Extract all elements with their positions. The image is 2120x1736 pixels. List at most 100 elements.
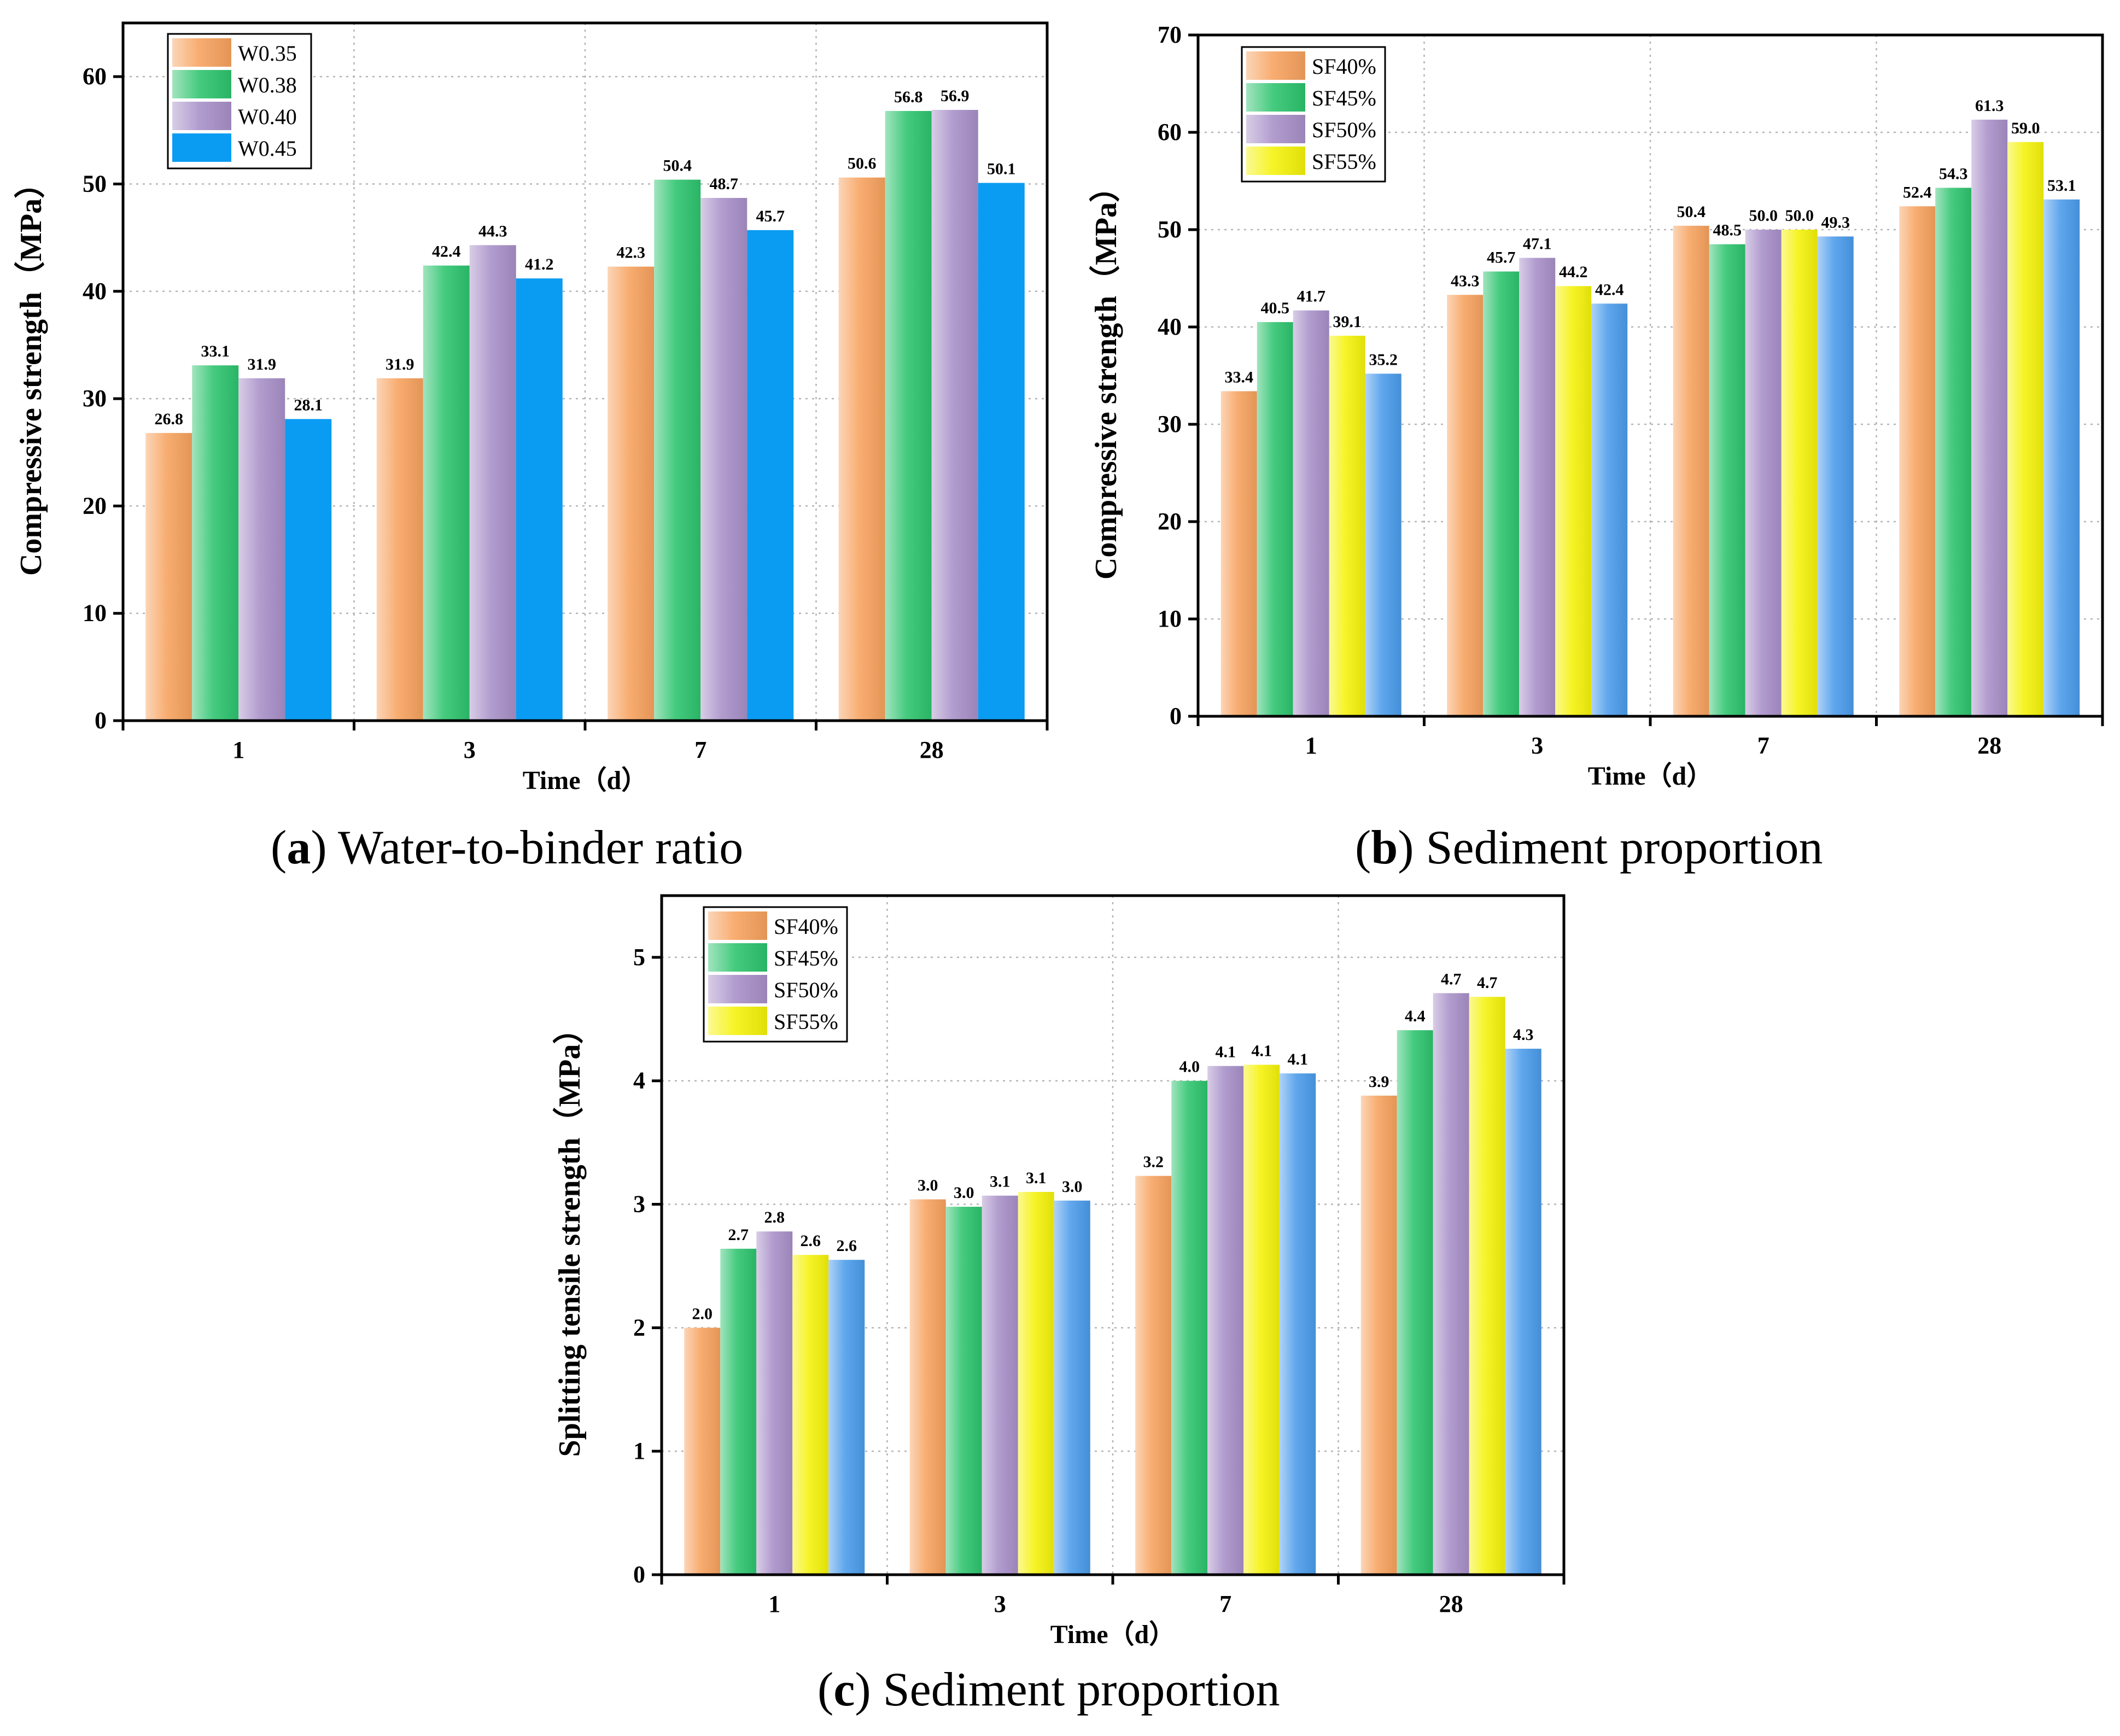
bars: 2.0 3.0 3.2 3.9 2.7 3.0 4.0 4.4 2.8 3.1 4.1 4.7 2.6 3…	[684, 970, 1541, 1575]
legend-label: SF45%	[1312, 86, 1376, 110]
bar-chart-b: 33.4 43.3 50.4 52.4 40.5 45.7 48.5 54.3 41.7 47.1…	[1089, 21, 2104, 791]
bar	[376, 378, 423, 721]
bar-value-label: 61.3	[1975, 97, 2004, 115]
bar	[1365, 373, 1401, 716]
bar-value-label: 4.3	[1513, 1026, 1534, 1044]
bar-value-label: 2.7	[728, 1226, 749, 1244]
bar	[654, 179, 701, 721]
bar	[145, 432, 192, 721]
bar-value-label: 40.5	[1261, 299, 1290, 317]
x-axis-label: Time（d）	[1588, 762, 1713, 791]
bar	[1280, 1073, 1316, 1575]
grid	[1198, 34, 2103, 716]
bar-chart-c: 2.0 3.0 3.2 3.9 2.7 3.0 4.0 4.4 2.8 3.1 4.1 4.7 2.6 3…	[552, 894, 1566, 1649]
bar	[1971, 119, 2008, 717]
y-tick-label: 1	[633, 1437, 645, 1464]
y-axis: 0 1 2 3 4 5 Splitting tensile strength（MPa）	[552, 944, 662, 1588]
bar-value-label: 50.1	[987, 160, 1016, 178]
bar-value-label: 45.7	[756, 207, 785, 225]
bar	[516, 278, 563, 721]
legend-swatch	[1246, 115, 1305, 143]
legend-label: W0.35	[238, 41, 297, 66]
caption-text: Water-to-binder ratio	[326, 821, 744, 874]
bar-value-label: 26.8	[155, 410, 184, 428]
bar-value-label: 48.7	[710, 175, 739, 193]
x-tick-label: 1	[768, 1591, 780, 1617]
caption-a: (a) Water-to-binder ratio	[271, 821, 744, 874]
bar-value-label: 2.8	[764, 1208, 785, 1226]
bar-value-label: 4.7	[1441, 970, 1462, 988]
bar-value-label: 48.5	[1713, 221, 1742, 239]
y-tick-label: 0	[95, 707, 107, 734]
y-tick-label: 20	[83, 492, 107, 519]
bar	[2043, 199, 2080, 716]
bar-value-label: 33.1	[201, 342, 230, 360]
legend-label: W0.40	[238, 104, 297, 129]
legend-label: SF50%	[774, 978, 838, 1002]
legend-label: SF40%	[774, 914, 838, 939]
y-tick-label: 30	[83, 385, 107, 412]
bar	[756, 1231, 793, 1575]
bar-value-label: 41.2	[525, 255, 554, 273]
bar	[1220, 391, 1257, 716]
bar-value-label: 42.3	[617, 244, 646, 262]
bar	[1673, 225, 1709, 716]
bar	[1935, 188, 1972, 717]
x-tick-label: 28	[1977, 732, 2001, 759]
bar	[1257, 322, 1293, 716]
caption-letter: c	[833, 1663, 855, 1716]
y-tick-label: 2	[633, 1314, 645, 1341]
bar-value-label: 49.3	[1821, 213, 1850, 231]
chart-panel-c: 2.0 3.0 3.2 3.9 2.7 3.0 4.0 4.4 2.8 3.1 4.1 4.7 2.6 3…	[536, 861, 1591, 1649]
bar	[1899, 206, 1936, 716]
y-axis: 0 10 20 30 40 50 60 Compressive strength（MPa）	[14, 63, 123, 734]
bar-value-label: 56.9	[941, 87, 970, 105]
x-tick-label: 3	[464, 737, 476, 763]
legend-label: W0.45	[238, 136, 297, 161]
bar-value-label: 54.3	[1939, 165, 1968, 183]
bar-value-label: 2.6	[801, 1232, 821, 1250]
bar-value-label: 3.0	[918, 1177, 938, 1195]
bar	[909, 1199, 946, 1575]
bar-value-label: 4.1	[1252, 1042, 1272, 1060]
y-tick-label: 50	[1158, 216, 1182, 243]
bar-value-label: 3.0	[1062, 1178, 1083, 1196]
x-tick-label: 28	[1439, 1591, 1463, 1617]
bar-value-label: 43.3	[1451, 272, 1480, 290]
caption-letter: a	[287, 821, 311, 874]
bar	[1447, 295, 1484, 716]
bar	[285, 419, 332, 721]
legend-swatch	[172, 38, 231, 67]
bar-value-label: 35.2	[1369, 350, 1398, 369]
y-tick-label: 50	[83, 170, 107, 197]
legend-swatch	[1246, 83, 1305, 112]
legend-label: W0.38	[238, 73, 297, 97]
y-axis-label: Compressive strength（MPa）	[1089, 172, 1123, 580]
bar-value-label: 44.3	[478, 222, 507, 240]
bar	[1135, 1176, 1172, 1575]
bar	[1054, 1200, 1090, 1575]
y-axis: 0 10 20 30 40 50 60 70 Compressive strength（MPa）	[1089, 21, 1198, 729]
bar	[1483, 271, 1520, 716]
bar-value-label: 42.4	[1595, 280, 1624, 299]
bar	[1817, 236, 1854, 717]
bars: 26.8 31.9 42.3 50.6 33.1 42.4 50.4 56.8 31.9 44.3…	[145, 87, 1025, 721]
bar	[720, 1248, 757, 1575]
bar	[792, 1255, 829, 1575]
y-tick-label: 60	[83, 63, 107, 90]
bar	[1591, 303, 1628, 716]
bar	[828, 1260, 865, 1575]
chart-panel-a: 26.8 31.9 42.3 50.6 33.1 42.4 50.4 56.8 31.9 44.3…	[0, 0, 1083, 820]
bar-value-label: 3.1	[1026, 1169, 1047, 1187]
bar	[1397, 1030, 1433, 1575]
bar	[1745, 230, 1782, 716]
bar	[684, 1328, 721, 1575]
bar	[885, 110, 932, 721]
x-axis-label: Time（d）	[1050, 1620, 1175, 1649]
y-tick-label: 3	[633, 1191, 645, 1218]
x-axis-label: Time（d）	[523, 766, 647, 795]
bar-value-label: 44.2	[1559, 263, 1588, 281]
bar	[1171, 1080, 1208, 1575]
y-axis-label: Compressive strength（MPa）	[14, 168, 48, 576]
bar	[1207, 1066, 1244, 1575]
